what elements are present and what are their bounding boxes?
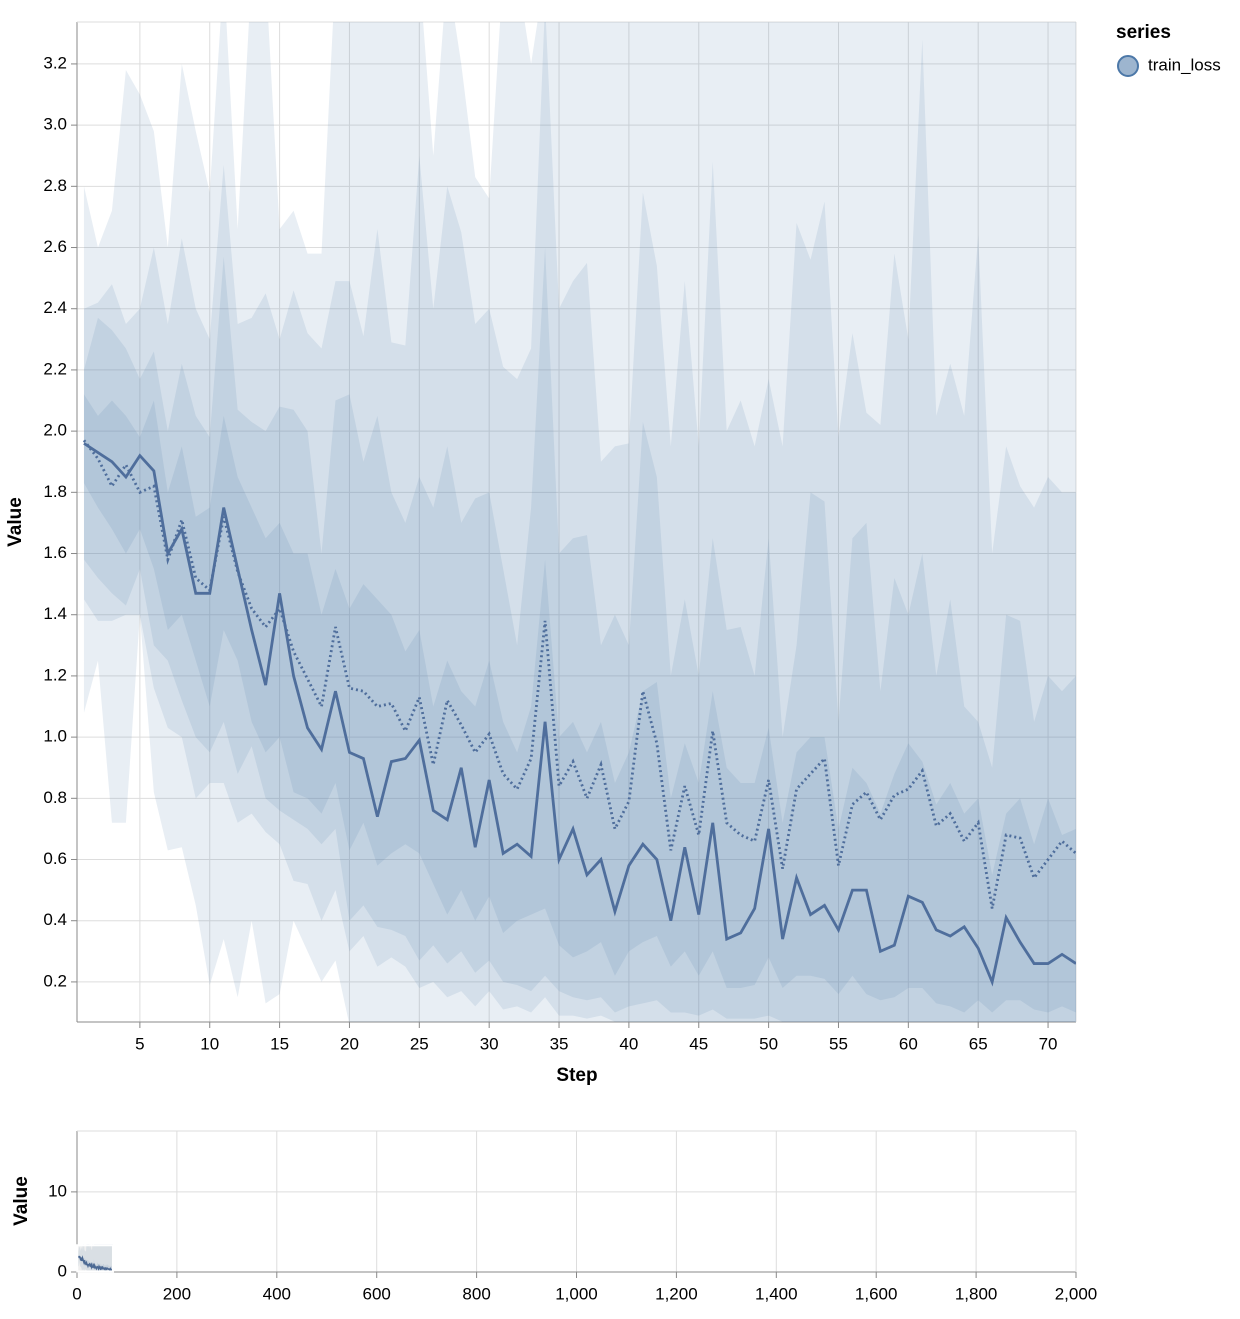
y-tick-label: 0.8: [43, 788, 67, 807]
median-line: [83, 442, 1076, 987]
quantile-band: [83, 394, 1076, 1013]
data-layer: [82, 22, 1076, 1022]
x-tick-label: 15: [270, 1034, 289, 1053]
x-tick-label: 55: [829, 1034, 848, 1053]
legend-symbol: [1117, 55, 1139, 77]
x-tick-label: 10: [200, 1034, 219, 1053]
y-tick-label: 10: [48, 1181, 67, 1200]
main-plot: 5 10 15 20 25 30 35 40 45 50 55 60 65 70 0.2 0.4 0.6 0.8 1…: [43, 21, 1077, 1053]
y-tick-label: 1.8: [43, 482, 67, 501]
quantile-band: [83, 247, 1076, 1022]
mean-line: [82, 439, 1076, 909]
x-tick-label: 30: [480, 1034, 499, 1053]
x-tick-label: 600: [363, 1284, 391, 1303]
x-tick-label: 20: [340, 1034, 359, 1053]
x-tick-label: 1,600: [855, 1284, 898, 1303]
x-tick-label: 25: [410, 1034, 429, 1053]
x-tick-label: 1,200: [655, 1284, 698, 1303]
overview-plot: 0 200 400 600 800 1,000 1,200 1,400 1,600 1,800 2,…: [48, 1130, 1098, 1303]
y-tick-label: 1.2: [43, 665, 67, 684]
y-tick-label: 1.6: [43, 543, 67, 562]
brush: [76, 1244, 114, 1273]
y-tick-label: 1.0: [43, 727, 67, 746]
y-tick-label: 0.6: [43, 849, 67, 868]
y-tick-label: 3.0: [43, 115, 67, 134]
y-axis-title: Value: [5, 497, 26, 547]
x-tick-label: 65: [969, 1034, 988, 1053]
x-axis-title: Step: [556, 1065, 597, 1086]
x-tick-label: 1,400: [755, 1284, 798, 1303]
y-tick-label: 2.6: [43, 237, 67, 256]
legend-title: series: [1116, 22, 1171, 43]
median-line: [77, 1255, 114, 1272]
x-tick-label: 50: [759, 1034, 778, 1053]
x-tick-label: 800: [462, 1284, 490, 1303]
data-layer: [77, 1243, 114, 1272]
x-tick-label: 400: [263, 1284, 291, 1303]
x-tick-label: 40: [619, 1034, 638, 1053]
y-tick-label: 2.2: [43, 359, 67, 378]
quantile-band: [83, 22, 1076, 1022]
y-tick-label: 2.8: [43, 176, 67, 195]
y-tick-label: 3.2: [43, 53, 67, 72]
y-tick-label: 0.2: [43, 971, 67, 990]
y-tick-label: 1.4: [43, 604, 67, 623]
y-tick-label: 0.4: [43, 910, 67, 929]
y-tick-label: 2.0: [43, 421, 67, 440]
x-tick-label: 5: [135, 1034, 144, 1053]
x-tick-label: 1,000: [555, 1284, 598, 1303]
overview-y-axis-title: Value: [11, 1176, 32, 1226]
legend-label: train_loss: [1148, 55, 1221, 74]
x-tick-label: 200: [163, 1284, 191, 1303]
y-tick-label: 2.4: [43, 298, 67, 317]
x-tick-label: 2,000: [1055, 1284, 1098, 1303]
x-tick-label: 60: [899, 1034, 918, 1053]
quantile-band: [77, 1255, 113, 1272]
quantile-band: [83, 22, 1076, 1022]
x-tick-label: 0: [72, 1284, 81, 1303]
x-tick-label: 45: [689, 1034, 708, 1053]
y-tick-label: 0: [58, 1261, 67, 1280]
x-tick-label: 1,800: [955, 1284, 998, 1303]
x-tick-label: 70: [1039, 1034, 1058, 1053]
x-tick-label: 35: [550, 1034, 569, 1053]
